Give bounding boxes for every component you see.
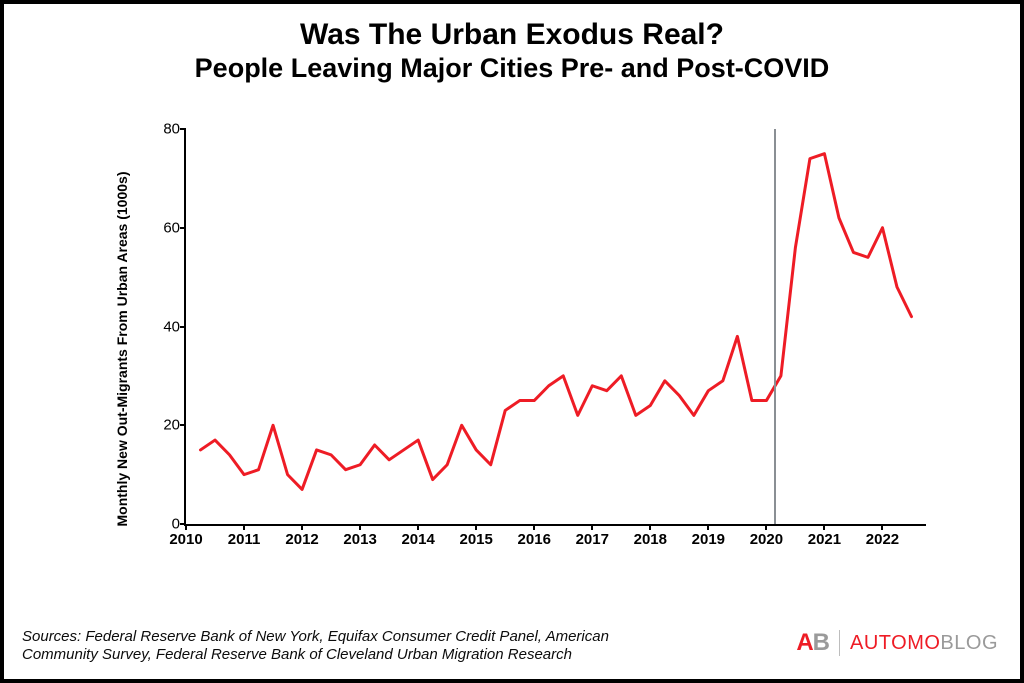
chart-frame: Was The Urban Exodus Real? People Leavin… [0,0,1024,683]
y-tick-label: 60 [140,219,180,236]
sources-text: Sources: Federal Reserve Bank of New Yor… [22,628,662,666]
covid-reference-line [774,129,776,524]
x-tick-label: 2011 [228,531,261,548]
x-tick-label: 2017 [576,531,609,548]
y-tick-mark [180,128,186,130]
logo-wordmark: AUTOMOBLOG [850,632,998,655]
x-tick-label: 2016 [518,531,551,548]
plot-area: 0204060802010201120122013201420152016201… [184,129,926,526]
logo-mark-a: A [796,629,812,657]
logo-mark-b: B [813,629,829,657]
title-line-1: Was The Urban Exodus Real? [4,18,1020,53]
x-tick-label: 2020 [750,531,783,548]
x-tick-mark [823,524,825,530]
x-tick-label: 2019 [692,531,725,548]
x-tick-mark [881,524,883,530]
x-tick-mark [591,524,593,530]
x-tick-mark [243,524,245,530]
series-line [201,154,912,490]
x-tick-label: 2022 [866,531,899,548]
x-tick-label: 2021 [808,531,841,548]
y-tick-label: 80 [140,121,180,138]
x-tick-mark [185,524,187,530]
y-tick-mark [180,326,186,328]
x-tick-mark [417,524,419,530]
logo-mark: AB [796,629,829,657]
x-tick-label: 2012 [285,531,318,548]
line-chart-svg [186,129,926,524]
y-tick-mark [180,227,186,229]
brand-logo: AB AUTOMOBLOG [796,629,998,657]
logo-word-prefix: AUTOMO [850,632,940,654]
logo-divider-icon [839,630,840,656]
title-line-2: People Leaving Major Cities Pre- and Pos… [4,53,1020,84]
x-tick-mark [301,524,303,530]
x-tick-mark [475,524,477,530]
y-axis-label: Monthly New Out-Migrants From Urban Area… [114,172,130,527]
x-tick-label: 2015 [460,531,493,548]
x-tick-label: 2018 [634,531,667,548]
y-tick-label: 20 [140,417,180,434]
x-tick-mark [765,524,767,530]
x-tick-label: 2013 [343,531,376,548]
logo-word-suffix: BLOG [940,632,998,654]
y-tick-label: 40 [140,318,180,335]
y-tick-mark [180,424,186,426]
y-tick-label: 0 [140,516,180,533]
x-tick-mark [649,524,651,530]
x-tick-label: 2014 [401,531,434,548]
chart-container: Monthly New Out-Migrants From Urban Area… [124,119,944,579]
title-block: Was The Urban Exodus Real? People Leavin… [4,18,1020,84]
x-tick-mark [707,524,709,530]
x-tick-mark [533,524,535,530]
x-tick-mark [359,524,361,530]
x-tick-label: 2010 [169,531,202,548]
